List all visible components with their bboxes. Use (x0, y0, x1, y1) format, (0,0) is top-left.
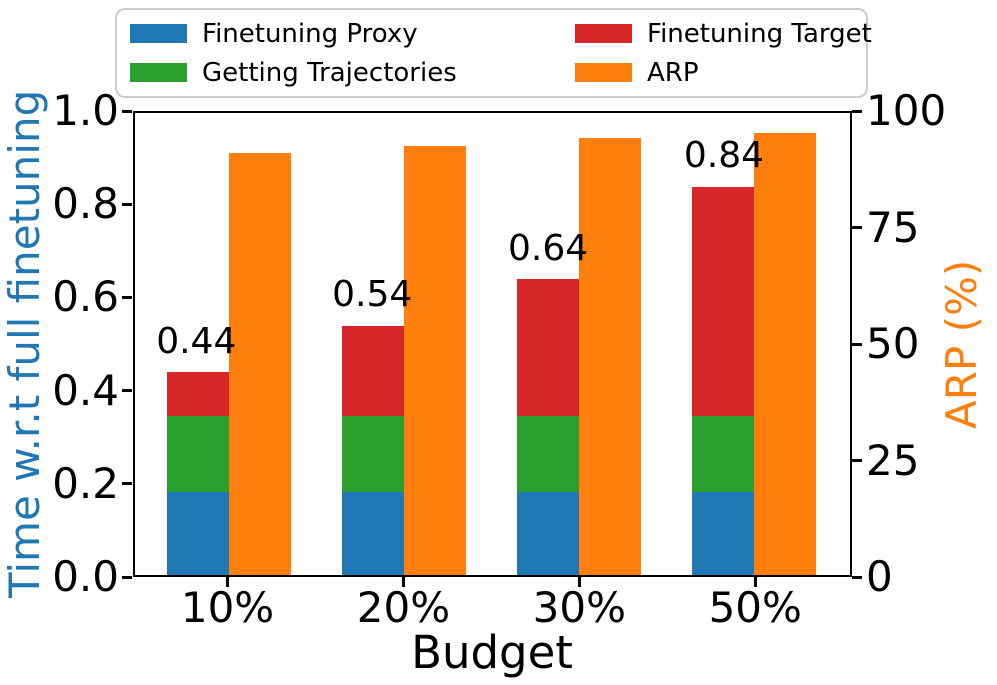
legend-swatch-arp (575, 63, 632, 82)
bar-finetuning-proxy-30 (516, 491, 579, 575)
left-axis-tick-mark (122, 482, 132, 486)
right-axis-tick-mark (852, 226, 862, 229)
legend-swatch-getting-trajectories (130, 63, 187, 82)
legend: Finetuning Proxy Getting Trajectories Fine… (115, 8, 872, 98)
bar-getting-trajectories-20 (341, 415, 404, 492)
plot-area (133, 111, 852, 577)
bar-finetuning-proxy-10 (166, 491, 230, 575)
stack-total-label-30: 0.64 (507, 227, 589, 269)
x-axis-tick-label-10: 10% (180, 583, 275, 632)
legend-label-finetuning-proxy: Finetuning Proxy (202, 18, 418, 49)
legend-item-arp: ARP (575, 60, 872, 86)
x-axis-title: Budget (411, 626, 573, 679)
legend-label-arp: ARP (647, 57, 699, 88)
bar-arp-10 (229, 153, 292, 575)
x-axis-tick-mark (226, 577, 230, 587)
left-axis-tick-label: 0.6 (52, 272, 119, 322)
bar-finetuning-target-20 (341, 325, 404, 416)
bar-getting-trajectories-30 (516, 415, 579, 492)
stack-total-label-20: 0.54 (332, 274, 413, 316)
x-axis-tick-mark (577, 577, 581, 587)
bar-finetuning-target-10 (166, 371, 230, 416)
bar-finetuning-proxy-50 (691, 491, 754, 575)
right-axis-tick-mark (852, 109, 862, 113)
right-axis-tick-label: 100 (866, 86, 947, 135)
right-axis-tick-mark (852, 575, 862, 579)
x-axis-tick-label-20: 20% (356, 583, 451, 632)
right-axis-tick-mark (852, 459, 862, 462)
left-axis-tick-label: 1.0 (52, 86, 119, 135)
x-axis-tick-label-50: 50% (708, 583, 802, 632)
left-axis-tick-mark (122, 575, 132, 579)
left-axis-tick-mark (122, 109, 132, 113)
legend-item-getting-trajectories: Getting Trajectories (130, 60, 575, 86)
left-axis-tick-label: 0.4 (52, 365, 119, 415)
x-axis-tick-mark (753, 577, 757, 587)
bar-arp-50 (753, 132, 816, 575)
bar-arp-20 (403, 146, 467, 575)
x-axis-tick-mark (401, 577, 405, 587)
bar-getting-trajectories-10 (166, 415, 230, 492)
left-axis-tick-mark (122, 295, 132, 299)
x-axis-tick-label-30: 30% (532, 583, 627, 632)
right-axis-tick-label: 0 (866, 552, 893, 601)
legend-label-finetuning-target: Finetuning Target (647, 18, 872, 49)
left-axis-tick-label: 0.0 (52, 552, 119, 601)
right-axis-tick-mark (852, 342, 862, 346)
legend-item-finetuning-proxy: Finetuning Proxy (130, 21, 575, 47)
legend-swatch-finetuning-proxy (130, 24, 187, 43)
stack-total-label-50: 0.84 (683, 134, 765, 176)
legend-label-getting-trajectories: Getting Trajectories (202, 57, 457, 88)
bar-arp-30 (578, 137, 642, 575)
left-axis-title: Time w.r.t full finetuning (0, 89, 49, 599)
right-axis-tick-label: 75 (866, 202, 920, 252)
right-axis-title: ARP (%) (937, 259, 986, 429)
left-axis-tick-mark (122, 202, 132, 206)
legend-swatch-finetuning-target (575, 24, 632, 43)
bar-finetuning-proxy-20 (341, 491, 404, 575)
right-axis-tick-label: 25 (866, 435, 920, 485)
left-axis-tick-label: 0.2 (52, 458, 119, 508)
bar-finetuning-target-30 (516, 279, 579, 416)
stack-total-label-10: 0.44 (156, 320, 237, 362)
right-axis-tick-label: 50 (866, 319, 920, 368)
left-axis-tick-label: 0.8 (52, 179, 119, 229)
bar-finetuning-target-50 (691, 186, 754, 416)
legend-item-finetuning-target: Finetuning Target (575, 21, 872, 47)
bar-getting-trajectories-50 (691, 415, 754, 492)
left-axis-tick-mark (122, 389, 132, 393)
